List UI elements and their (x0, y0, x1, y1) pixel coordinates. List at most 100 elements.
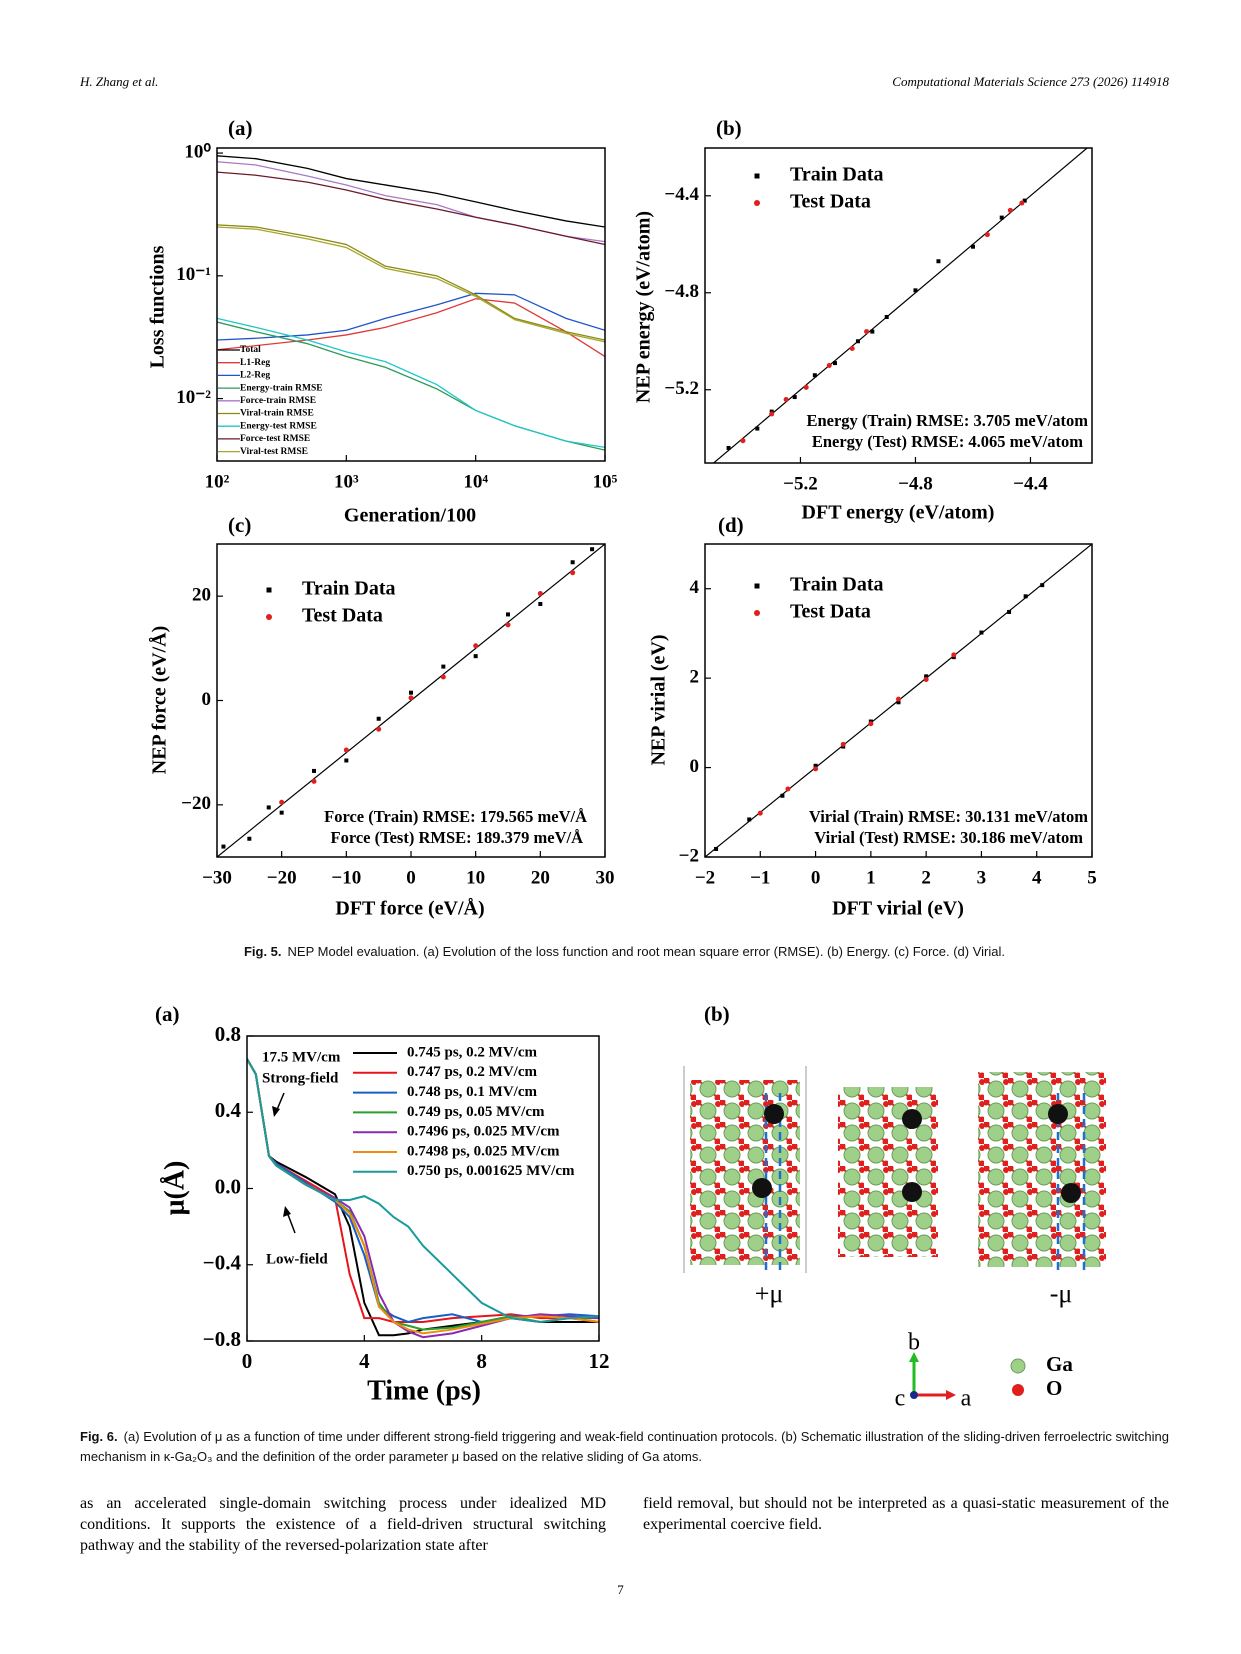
legend-label: Train Data (302, 578, 396, 600)
x-tick-label: 10⁴ (463, 471, 488, 492)
x-tick-label: 30 (596, 867, 615, 888)
plot-area (713, 148, 1088, 463)
data-point (747, 817, 752, 822)
plot-frame (216, 147, 606, 462)
page-number: 7 (617, 1582, 624, 1597)
caption-label: Fig. 5. (243, 944, 282, 959)
data-point (570, 570, 576, 576)
x-tick-label: −2 (695, 867, 715, 888)
data-point (279, 810, 284, 815)
data-line (217, 161, 605, 243)
legend-swatch (754, 173, 760, 179)
y-tick-label: −4.8 (664, 281, 699, 302)
order-label: +μ (755, 1279, 784, 1308)
y-axis-title: NEP force (eV/Å) (148, 626, 171, 774)
x-tick-label: 20 (531, 867, 550, 888)
legend-label: 0.745 ps, 0.2 MV/cm (407, 1044, 537, 1060)
annotation: Virial (Test) RMSE: 30.186 meV/atom (814, 828, 1083, 847)
data-point (923, 676, 929, 682)
data-point (312, 768, 316, 773)
y-tick-label: 10⁰ (184, 141, 211, 162)
data-point (913, 288, 918, 293)
legend-text: Ga (1046, 1352, 1073, 1376)
data-point (1007, 609, 1012, 614)
x-tick-label: 3 (977, 867, 987, 888)
data-point (970, 244, 975, 249)
caption-label: Fig. 6. (80, 1429, 118, 1444)
data-point (537, 591, 543, 597)
data-point (408, 695, 414, 701)
data-point (803, 384, 809, 390)
x-tick-label: 5 (1087, 867, 1097, 888)
data-point (884, 315, 889, 320)
panel-label: (a) (228, 116, 253, 140)
y-tick-label: 0 (690, 756, 700, 777)
legend-label: 0.749 ps, 0.05 MV/cm (407, 1104, 545, 1120)
crystal-block (838, 1087, 938, 1257)
data-point (999, 215, 1004, 220)
data-point (473, 643, 479, 649)
data-point (780, 793, 785, 798)
x-tick-label: 0 (406, 867, 416, 888)
caption-text: (a) Evolution of μ as a function of time… (80, 1429, 1169, 1464)
data-line (217, 224, 605, 341)
legend-label: 0.747 ps, 0.2 MV/cm (407, 1064, 537, 1080)
data-point (812, 373, 817, 378)
data-point (409, 690, 413, 695)
data-point (538, 601, 543, 606)
data-point (769, 411, 775, 417)
data-point (951, 652, 957, 658)
data-line (247, 1058, 599, 1339)
plot-frame (704, 543, 1093, 858)
data-point (984, 232, 990, 238)
annotation-arrowhead (283, 1206, 291, 1217)
legend-label: 0.7496 ps, 0.025 MV/cm (407, 1124, 560, 1140)
x-axis-title: DFT virial (eV) (832, 898, 964, 920)
data-point (785, 786, 791, 792)
data-line (217, 171, 605, 246)
legend-swatch (754, 583, 760, 589)
x-tick-label: 2 (921, 867, 931, 888)
x-axis-title: DFT force (eV/Å) (335, 897, 484, 920)
axis-arrowhead (946, 1390, 956, 1400)
data-point (247, 836, 252, 841)
plot-area (217, 544, 605, 857)
data-point (896, 700, 901, 705)
panel-label: (c) (228, 513, 251, 537)
plot-frame (216, 543, 606, 858)
plot-area (247, 1058, 599, 1339)
running-head: H. Zhang et al. (80, 74, 159, 89)
ga-atom-highlight (902, 1182, 922, 1202)
data-line (217, 226, 605, 343)
data-point (570, 560, 575, 565)
legend-swatch (266, 587, 272, 593)
data-point (870, 329, 875, 334)
legend-label: 0.750 ps, 0.001625 MV/cm (407, 1163, 575, 1179)
data-line (247, 1058, 599, 1323)
chart: (d) NEP virial (eV) DFT virial (eV) −2 −1 0 1 2… (648, 513, 1097, 920)
legend-label: Train Data (790, 574, 884, 596)
ga-atom-highlight (902, 1109, 922, 1129)
y-tick-label: 20 (192, 585, 211, 606)
data-point (832, 361, 837, 366)
data-point (376, 726, 382, 732)
data-point (714, 846, 719, 851)
x-tick-label: −20 (267, 867, 297, 888)
ga-atom-highlight (752, 1178, 772, 1198)
data-point (896, 696, 901, 702)
legend-label: Force-test RMSE (240, 434, 310, 444)
y-axis-title: NEP energy (eV/atom) (633, 211, 655, 403)
data-point (311, 778, 317, 784)
data-point (440, 674, 446, 680)
legend-label: Test Data (790, 191, 871, 213)
journal-ref: Computational Materials Science 273 (202… (892, 74, 1169, 89)
y-tick-label: 10⁻² (176, 387, 211, 408)
legend-label: Viral-train RMSE (240, 409, 314, 419)
legend-swatch (754, 610, 760, 616)
data-point (755, 426, 760, 431)
data-point (979, 630, 984, 635)
data-point (813, 766, 819, 772)
chart: (a) Loss functions Generation/100 10² 10³ 10⁴… (147, 116, 618, 527)
